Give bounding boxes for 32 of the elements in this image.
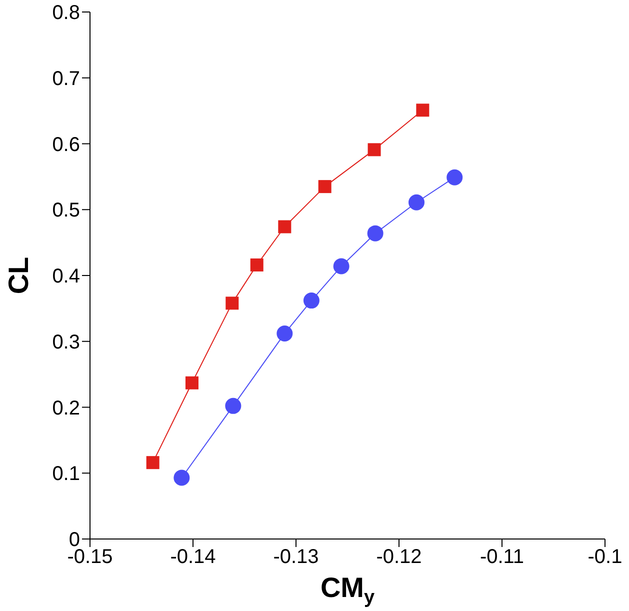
x-tick-label: -0.13 [273,546,319,568]
point [333,258,350,274]
y-tick-label: 0.8 [52,2,80,24]
x-tick-label: -0.14 [170,546,216,568]
point [318,180,332,194]
y-tick-label: 0.4 [52,266,80,288]
point [367,225,384,242]
x-tick-label: -0.12 [376,546,422,568]
point [303,292,320,309]
y-tick-label: 0.6 [52,134,80,156]
point [368,143,381,156]
point [146,456,160,470]
point [174,470,190,486]
y-tick-label: 0.5 [52,200,80,222]
point [225,398,242,414]
x-tick-label: -0.15 [67,546,113,568]
x-axis-title: CM$_{y}$ [320,572,375,608]
point [185,376,198,390]
y-tick-label: 0.7 [52,68,80,90]
point [226,296,239,310]
x-tick-label: -0.11 [480,546,524,568]
point [278,220,292,234]
point [408,194,425,210]
y-tick-label: 0.2 [52,397,80,420]
point [276,325,293,342]
y-tick-label: 0.3 [52,331,80,354]
point [416,104,430,117]
y-tick-label: 0.1 [52,463,80,486]
point [446,169,463,186]
point [250,258,264,272]
x-tick-label: -0.1 [588,546,622,568]
y-axis-title: CL [3,256,34,294]
